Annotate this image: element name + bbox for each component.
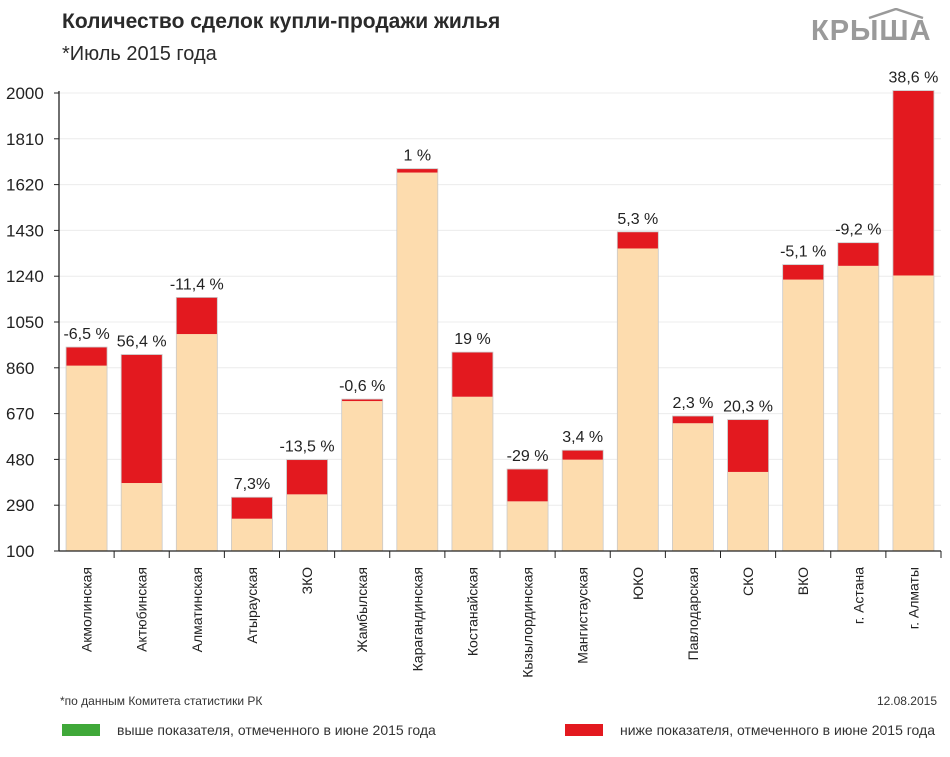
bar-base-5 [286,494,328,551]
bar-base-7 [396,172,438,551]
page-title: Количество сделок купли-продажи жилья [62,10,501,33]
bar-change-15 [837,242,879,266]
bar-change-10 [562,450,604,460]
category-label-10: Мангистауская [575,567,591,664]
change-label-11: 5,3 % [617,211,658,228]
bar-base-14 [782,279,824,551]
change-label-12: 2,3 % [672,395,713,412]
bar-base-13 [727,471,769,551]
change-label-16: 38,6 % [889,70,939,87]
change-label-2: 56,4 % [117,334,167,351]
bars [65,90,935,552]
change-label-4: 7,3% [234,476,270,493]
x-axis-category-labels: Акмолинская Актюбинская Алматинская Атыраус… [79,567,922,678]
bar-change-8 [451,352,493,397]
change-label-6: -0,6 % [339,378,385,395]
category-label-8: Костанайская [464,567,480,656]
bar-change-4 [231,497,273,519]
category-label-16: г. Алматы [905,567,921,629]
logo-text: КРЫША [811,15,932,44]
axes: 100 290 480 670 860 1050 1240 1430 1620 1810 2000 [6,84,942,561]
y-tick-label-1430: 1430 [6,221,44,240]
bar-change-14 [782,264,824,280]
bar-change-16 [892,90,934,276]
change-label-10: 3,4 % [562,429,603,446]
bar-change-7 [396,168,438,173]
category-label-7: Карагандинская [409,567,425,671]
bar-base-12 [672,423,714,551]
source-footnote: *по данным Комитета статистики РК [60,694,263,708]
change-label-7: 1 % [404,148,432,165]
change-label-1: -6,5 % [63,326,109,343]
y-tick-label-290: 290 [6,496,34,515]
category-label-15: г. Астана [850,567,866,624]
bar-change-1 [66,347,108,366]
category-label-2: Актюбинская [134,567,150,652]
change-label-5: -13,5 % [279,439,334,456]
legend-below-swatch [565,724,603,736]
bar-base-3 [176,334,218,551]
bar-base-8 [451,396,493,551]
y-tick-label-670: 670 [6,405,34,424]
change-label-14: -5,1 % [780,244,826,261]
y-tick-label-100: 100 [6,542,34,561]
category-label-5: ЗКО [299,567,315,594]
change-label-15: -9,2 % [835,222,881,239]
category-label-3: Алматинская [189,567,205,652]
legend-above: выше показателя, отмеченного в июне 2015… [62,722,436,738]
change-labels: -6,5 % 56,4 % -11,4 % 7,3% -13,5 % -0,6 % 1 % 1… [63,70,938,494]
category-label-12: Павлодарская [685,567,701,660]
bar-base-1 [66,365,108,551]
publication-date: 12.08.2015 [876,694,937,708]
bar-base-6 [341,401,383,551]
category-label-1: Акмолинская [79,567,95,652]
y-tick-label-480: 480 [6,450,34,469]
bar-chart: -6,5 % 56,4 %-11,4 %7,3%-13,5 %-0,6 %1 %1… [6,70,942,678]
bar-base-16 [892,275,934,551]
krysha-logo: КРЫША [811,7,936,49]
bar-change-2 [121,354,163,484]
category-label-4: Атырауская [244,567,260,644]
category-label-11: ЮКО [630,567,646,600]
y-tick-label-860: 860 [6,359,34,378]
change-label-9: -29 % [507,448,549,465]
bar-base-15 [837,265,879,551]
legend-below: ниже показателя, отмеченного в июне 2015… [565,722,935,738]
bar-base-4 [231,518,273,551]
y-tick-label-1240: 1240 [6,267,44,286]
y-tick-label-1620: 1620 [6,176,44,195]
bar-change-9 [507,469,549,502]
legend-above-label: выше показателя, отмеченного в июне 2015… [117,722,436,738]
y-tick-label-1050: 1050 [6,313,44,332]
y-tick-label-1810: 1810 [6,130,44,149]
change-label-3: -11,4 % [170,276,224,293]
bar-base-10 [562,459,604,551]
bar-change-5 [286,459,328,495]
bar-base-2 [121,483,163,551]
bar-change-6 [341,399,383,402]
change-label-8: 19 % [454,331,490,348]
category-label-9: Кызылординская [520,567,536,678]
category-label-14: ВКО [795,567,811,595]
page-subtitle: *Июль 2015 года [62,43,217,65]
bar-change-3 [176,297,218,335]
bar-change-13 [727,419,769,472]
change-label-13: 20,3 % [723,399,773,416]
bar-base-9 [507,501,549,551]
bar-base-11 [617,248,659,551]
bar-change-12 [672,416,714,424]
bar-change-11 [617,231,659,249]
category-label-13: СКО [740,567,756,596]
y-tick-label-2000: 2000 [6,84,44,103]
legend-below-label: ниже показателя, отмеченного в июне 2015… [620,722,935,738]
legend-above-swatch [62,724,100,736]
category-label-6: Жамбылская [354,567,370,652]
